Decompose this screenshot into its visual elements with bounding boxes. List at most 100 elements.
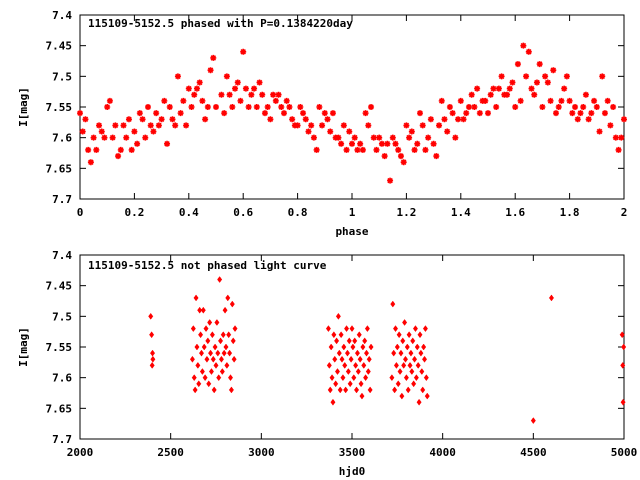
data-point — [164, 140, 171, 147]
data-point — [218, 91, 225, 98]
y-tick-label: 7.4 — [52, 249, 72, 262]
data-point — [356, 331, 362, 339]
data-point — [355, 368, 361, 375]
data-point — [548, 294, 554, 302]
data-point — [360, 343, 366, 351]
data-point — [325, 325, 331, 333]
data-points — [77, 42, 627, 184]
y-tick-label: 7.65 — [46, 402, 73, 415]
data-point — [417, 331, 423, 339]
data-point — [460, 116, 467, 123]
data-point — [332, 355, 338, 363]
data-point — [493, 104, 500, 110]
data-point — [278, 104, 285, 110]
data-point — [199, 368, 205, 375]
data-point — [392, 140, 399, 147]
data-point — [227, 374, 234, 382]
data-point — [354, 349, 360, 357]
data-point — [408, 128, 415, 135]
data-point — [201, 343, 207, 351]
data-point — [221, 110, 228, 117]
data-point — [612, 134, 619, 141]
data-point — [197, 306, 203, 314]
data-point — [335, 312, 341, 320]
data-point — [373, 146, 380, 153]
data-point — [131, 128, 138, 135]
data-point — [621, 343, 627, 351]
data-point — [203, 325, 209, 333]
data-point — [436, 122, 443, 129]
data-point — [191, 374, 197, 382]
data-point — [340, 374, 346, 382]
data-point — [452, 134, 459, 141]
data-point — [213, 104, 219, 110]
data-point — [539, 104, 546, 110]
data-point — [136, 110, 143, 117]
data-point — [222, 306, 228, 314]
x-tick-label: 0 — [77, 206, 84, 219]
x-tick-label: 3000 — [248, 446, 275, 459]
data-point — [367, 386, 373, 394]
data-point — [343, 386, 349, 394]
data-point — [387, 177, 394, 184]
x-tick-label: 0.6 — [233, 206, 253, 219]
x-tick-label: 1.8 — [560, 206, 580, 219]
data-point — [85, 146, 92, 153]
data-point — [275, 91, 282, 98]
data-point — [550, 67, 557, 74]
x-tick-label: 3500 — [339, 446, 366, 459]
data-point — [409, 368, 415, 375]
data-point — [400, 159, 407, 166]
data-point — [259, 91, 266, 98]
data-point — [240, 48, 247, 55]
data-point — [232, 85, 239, 92]
phased-light-curve-panel: 7.4 7.45 7.5 7.55 7.6 7.65 7.7 0 0.2 0.4 0.6 0.8 1 1.… — [17, 9, 627, 238]
data-point — [393, 325, 399, 333]
y-tick-label: 7.55 — [46, 341, 73, 354]
data-point — [403, 122, 410, 129]
data-point — [93, 146, 100, 153]
data-point — [504, 91, 511, 98]
data-point — [328, 343, 334, 351]
y-tick-label: 7.55 — [46, 101, 73, 114]
data-points — [148, 276, 627, 425]
data-point — [237, 97, 244, 104]
data-point — [421, 343, 427, 351]
data-point — [195, 361, 201, 369]
data-point — [190, 325, 196, 333]
data-point — [214, 319, 220, 326]
data-point — [419, 368, 425, 375]
data-point — [101, 134, 108, 141]
data-point — [381, 153, 388, 160]
data-point — [313, 146, 320, 153]
data-point — [424, 392, 430, 400]
data-point — [327, 386, 333, 394]
data-point — [207, 319, 213, 326]
data-point — [406, 134, 413, 141]
data-point — [208, 368, 214, 375]
data-point — [596, 128, 603, 135]
data-point — [391, 349, 397, 357]
data-point — [577, 110, 584, 117]
data-point — [202, 374, 208, 382]
data-point — [329, 110, 336, 117]
data-point — [120, 122, 127, 129]
data-point — [412, 355, 418, 363]
y-tick-label: 7.4 — [52, 9, 72, 22]
data-point — [358, 380, 364, 388]
y-tick-label: 7.7 — [52, 193, 72, 206]
data-point — [189, 355, 195, 363]
data-point — [363, 349, 370, 357]
data-point — [196, 380, 202, 388]
data-point — [393, 361, 399, 369]
x-tick-label: 1.4 — [451, 206, 471, 219]
data-point — [253, 104, 260, 110]
data-point — [485, 110, 491, 117]
data-point — [427, 116, 434, 123]
data-point — [281, 110, 287, 117]
data-point — [223, 343, 229, 351]
data-point — [422, 146, 429, 153]
data-point — [416, 398, 422, 406]
